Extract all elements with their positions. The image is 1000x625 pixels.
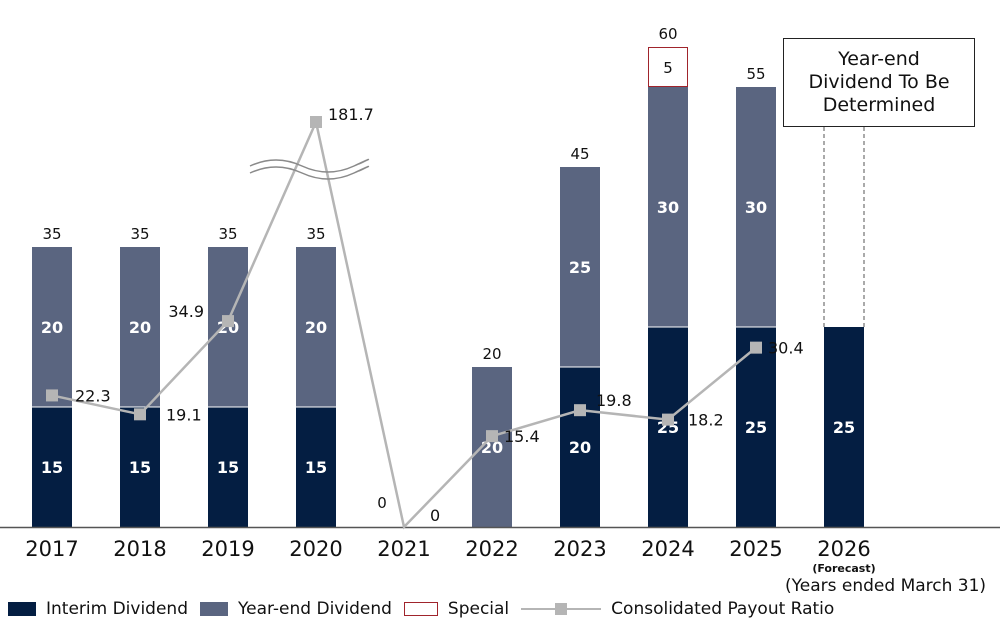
- payout-point-2023: [574, 404, 586, 417]
- forecast-label: (Forecast): [812, 562, 875, 575]
- payout-point-2017: [46, 389, 58, 402]
- bar-interim-2017: [32, 407, 72, 527]
- label-total-2020: 35: [306, 225, 325, 243]
- payout-ratio-line: [51, 117, 757, 530]
- payout-label-2018: 19.1: [166, 405, 202, 424]
- year-end-tbd-text: Year-end Dividend To Be Determined: [808, 48, 950, 116]
- legend-label-special: Special: [447, 599, 510, 619]
- bar-yearend-2024: [648, 87, 688, 327]
- bar-yearend-2025: [736, 87, 776, 327]
- payout-label-2020: 181.7: [328, 105, 374, 124]
- label-total-2019: 35: [218, 225, 237, 243]
- year-end-tbd-annotation: Year-end Dividend To Be Determined: [783, 38, 975, 127]
- label-interim-2026: 25: [833, 418, 855, 437]
- label-yearend-2025: 30: [745, 198, 767, 217]
- label-total-2024: 60: [658, 25, 677, 43]
- tick-label-2023: 2023: [553, 537, 606, 561]
- axis-break-upper: [249, 158, 369, 173]
- label-interim-2019: 15: [217, 458, 239, 477]
- label-yearend-2023: 25: [569, 258, 591, 277]
- payout-label-2023: 19.8: [596, 391, 632, 410]
- payout-label-2017: 22.3: [75, 386, 111, 405]
- legend-label-yearend: Year-end Dividend: [238, 599, 392, 619]
- legend-label-payout: Consolidated Payout Ratio: [611, 599, 835, 619]
- tick-label-2019: 2019: [201, 537, 254, 561]
- label-interim-2023: 20: [569, 438, 591, 457]
- label-interim-2018: 15: [129, 458, 151, 477]
- tick-label-2017: 2017: [25, 537, 78, 561]
- label-yearend-2024: 30: [657, 198, 679, 217]
- bar-interim-2020: [296, 407, 336, 527]
- label-interim-2025: 25: [745, 418, 767, 437]
- bar-special-2024: [648, 47, 688, 87]
- label-special-2024: 5: [663, 59, 673, 77]
- bar-yearend-2018: [120, 247, 160, 407]
- payout-label-2019: 34.9: [168, 302, 204, 321]
- tick-label-2024: 2024: [641, 537, 694, 561]
- tick-label-2020: 2020: [289, 537, 342, 561]
- bar-yearend-2017: [32, 247, 72, 407]
- legend-swatch-special: [403, 602, 438, 616]
- payout-label-2024: 18.2: [688, 411, 724, 430]
- legend-item-interim: Interim Dividend: [8, 599, 188, 619]
- label-yearend-2020: 20: [305, 318, 327, 337]
- payout-point-2020: [310, 116, 322, 128]
- fiscal-year-note: (Years ended March 31): [785, 576, 987, 596]
- legend-swatch-payout: [521, 602, 602, 616]
- bar-interim-2023: [560, 367, 600, 527]
- payout-point-2022: [486, 430, 498, 443]
- payout-point-2025: [750, 341, 762, 354]
- label-yearend-2017: 20: [41, 318, 63, 337]
- tick-label-2026: 2026: [817, 537, 870, 561]
- label-total-2021: 0: [377, 494, 387, 512]
- legend: Interim Dividend Year-end Dividend Speci…: [8, 596, 846, 622]
- payout-label-2021: 0: [430, 506, 440, 525]
- tick-label-2022: 2022: [465, 537, 518, 561]
- label-total-2025: 55: [746, 65, 765, 83]
- axis-break-lower: [249, 165, 369, 180]
- bar-interim-2026: [824, 327, 864, 527]
- payout-label-2022: 15.4: [504, 427, 540, 446]
- bar-interim-2018: [120, 407, 160, 527]
- payout-point-2019: [222, 315, 234, 328]
- legend-swatch-interim: [8, 602, 36, 616]
- label-total-2022: 20: [482, 345, 501, 363]
- legend-item-special: Special: [403, 599, 510, 619]
- payout-point-2018: [134, 408, 146, 421]
- payout-label-2025: 30.4: [768, 339, 804, 358]
- legend-swatch-yearend: [200, 602, 229, 616]
- label-interim-2020: 15: [305, 458, 327, 477]
- legend-label-interim: Interim Dividend: [46, 599, 189, 619]
- label-total-2023: 45: [570, 145, 589, 163]
- bar-yearend-2020: [296, 247, 336, 407]
- label-interim-2017: 15: [41, 458, 63, 477]
- bar-interim-2024: [648, 327, 688, 527]
- tick-label-2025: 2025: [729, 537, 782, 561]
- legend-item-yearend: Year-end Dividend: [200, 599, 392, 619]
- bar-interim-2025: [736, 327, 776, 527]
- legend-item-payout: Consolidated Payout Ratio: [521, 599, 834, 619]
- label-yearend-2018: 20: [129, 318, 151, 337]
- bar-yearend-2022: [472, 367, 512, 527]
- label-total-2017: 35: [42, 225, 61, 243]
- bar-yearend-2023: [560, 167, 600, 367]
- tick-label-2018: 2018: [113, 537, 166, 561]
- payout-point-2024: [662, 413, 674, 426]
- bar-interim-2019: [208, 407, 248, 527]
- tick-label-2021: 2021: [377, 537, 430, 561]
- label-total-2018: 35: [130, 225, 149, 243]
